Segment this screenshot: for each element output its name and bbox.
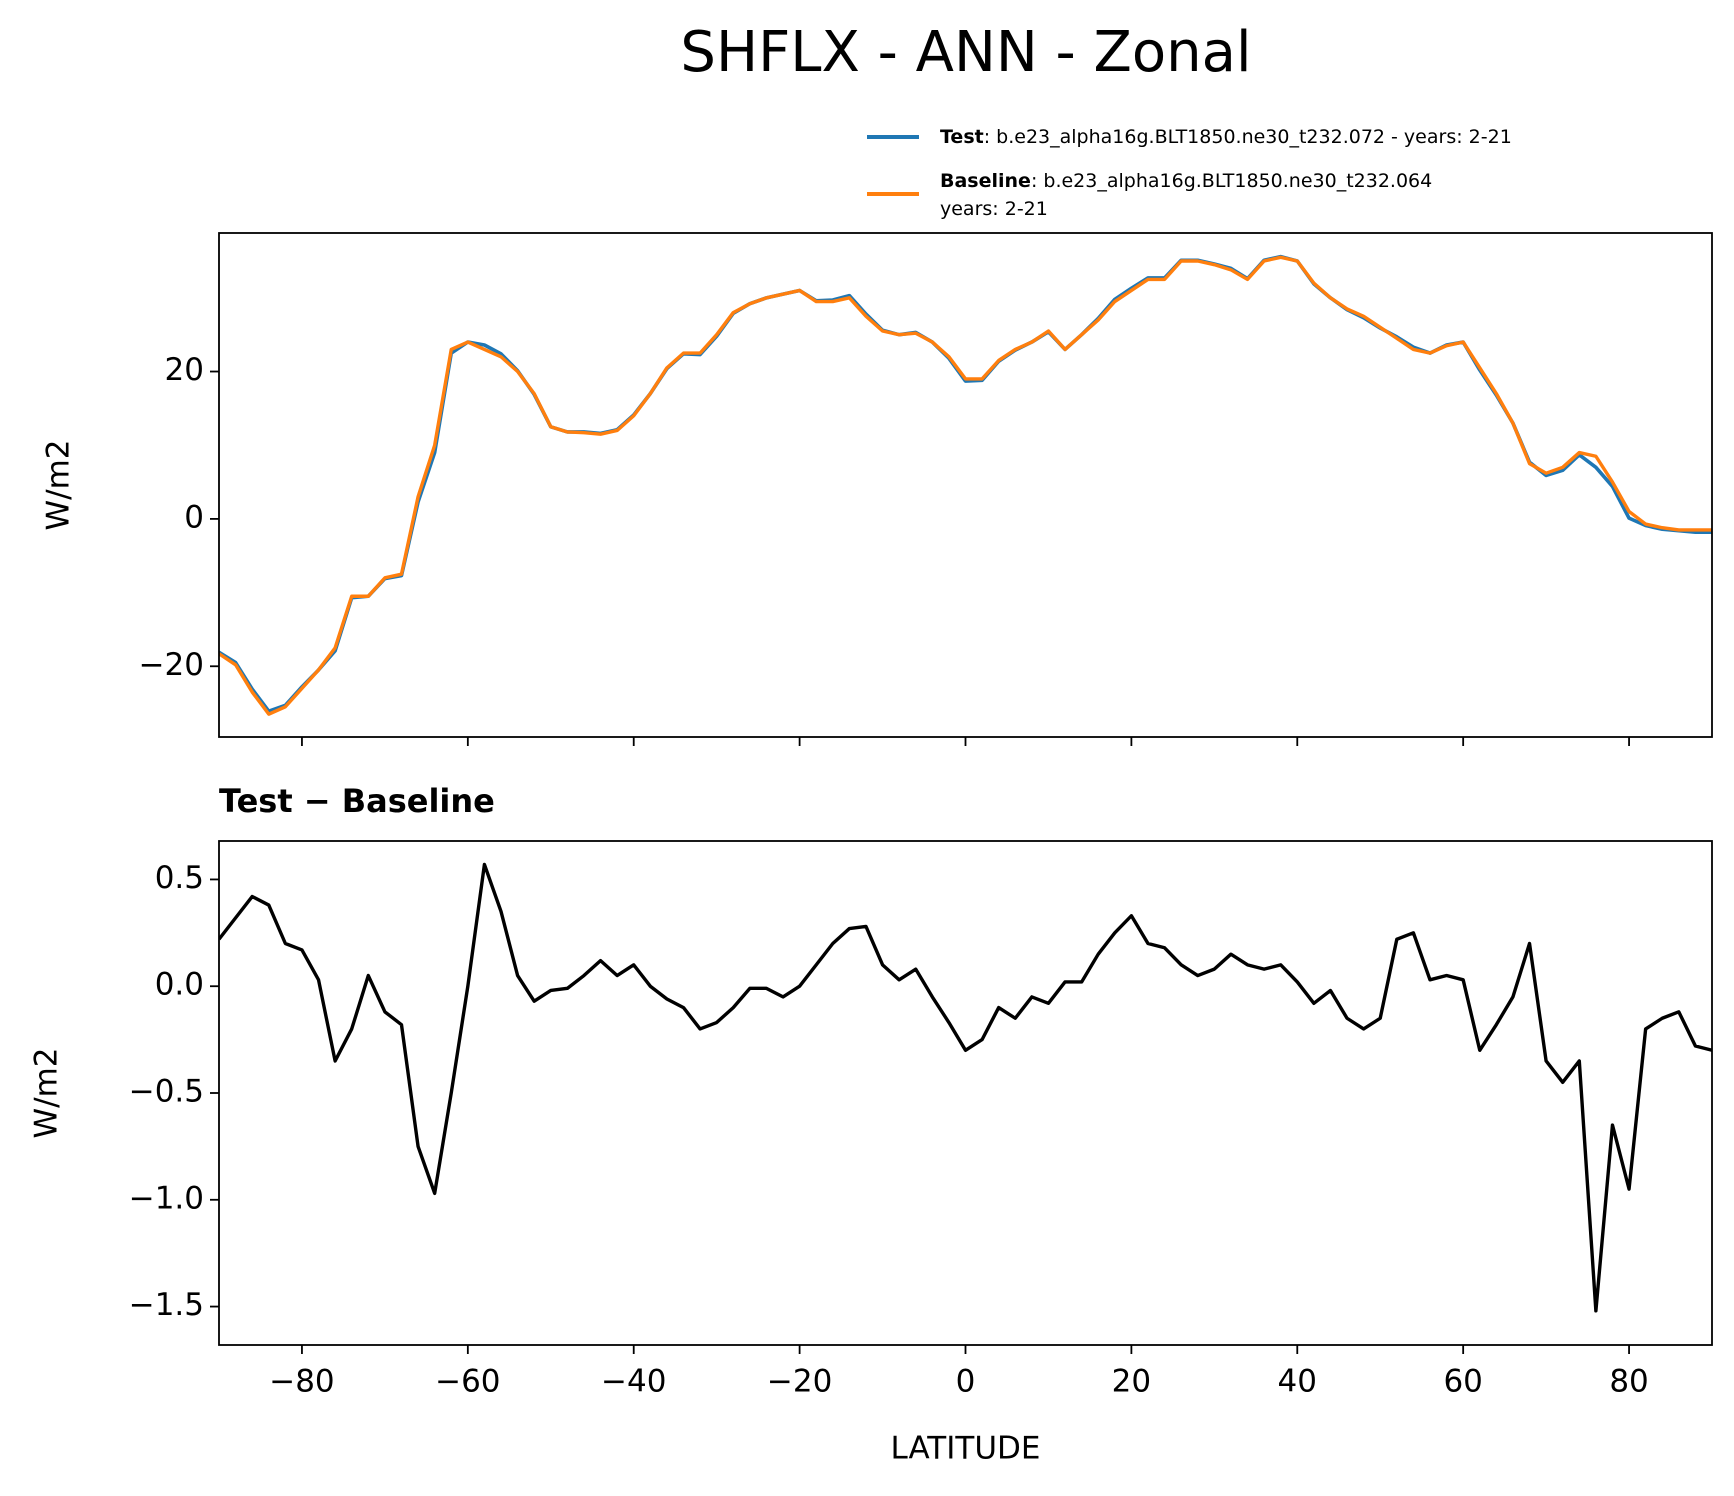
y-tick-label: 20 xyxy=(165,352,204,388)
x-tick-label: 40 xyxy=(1278,1364,1317,1400)
y-tick-label: 0.0 xyxy=(155,967,204,1003)
axes-frame xyxy=(218,232,1713,738)
legend-name: Baseline xyxy=(940,170,1031,192)
legend-name: Test xyxy=(940,126,984,148)
x-tick-label: 60 xyxy=(1443,1364,1482,1400)
figure-title: SHFLX - ANN - Zonal xyxy=(680,20,1251,85)
legend-label: Test: b.e23_alpha16g.BLT1850.ne30_t232.0… xyxy=(940,126,1512,148)
x-tick-label: 80 xyxy=(1609,1364,1648,1400)
y-tick-label: −0.5 xyxy=(129,1074,204,1110)
x-tick-label: 20 xyxy=(1112,1364,1151,1400)
y-tick-label: −1.0 xyxy=(129,1180,204,1216)
legend-description: : b.e23_alpha16g.BLT1850.ne30_t232.072 -… xyxy=(984,126,1512,148)
x-tick-label: −20 xyxy=(767,1364,832,1400)
legend-label: Baseline: b.e23_alpha16g.BLT1850.ne30_t2… xyxy=(940,170,1432,220)
x-axis-label: LATITUDE xyxy=(891,1431,1041,1467)
y-tick-label: 0 xyxy=(184,499,204,535)
x-tick-label: −60 xyxy=(435,1364,500,1400)
y-axis-label: W/m2 xyxy=(29,1047,65,1138)
x-tick-label: 0 xyxy=(956,1364,976,1400)
subplot-title: Test − Baseline xyxy=(219,782,495,820)
x-tick-label: −80 xyxy=(269,1364,334,1400)
data-line xyxy=(219,255,1712,716)
y-axis-label: W/m2 xyxy=(41,439,77,530)
y-tick-label: −20 xyxy=(139,647,204,683)
legend-description: : b.e23_alpha16g.BLT1850.ne30_t232.064 xyxy=(1031,170,1432,192)
axes-frame xyxy=(218,840,1713,1346)
data-line xyxy=(219,862,1712,1313)
legend-description: years: 2-21 xyxy=(940,198,1048,220)
y-tick-label: −1.5 xyxy=(129,1287,204,1323)
y-tick-label: 0.5 xyxy=(155,860,204,896)
x-tick-label: −40 xyxy=(601,1364,666,1400)
